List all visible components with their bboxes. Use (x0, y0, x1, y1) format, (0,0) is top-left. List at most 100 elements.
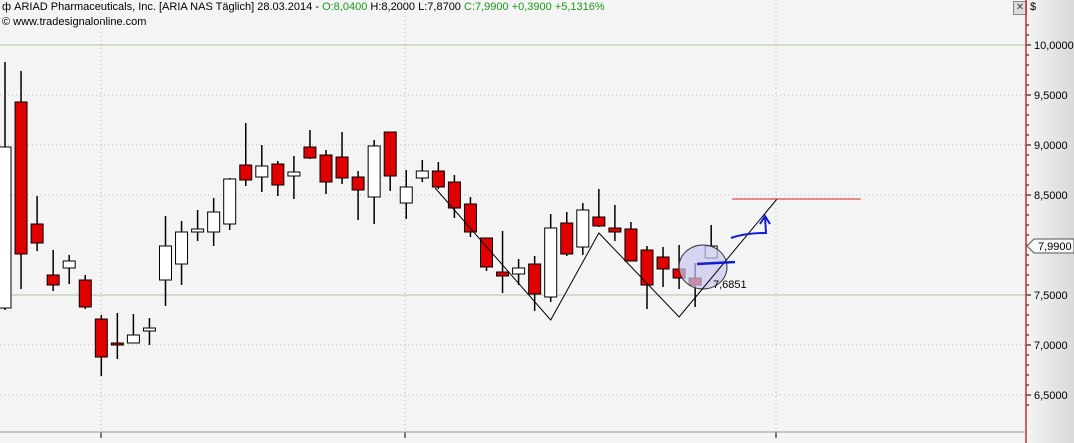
candle (159, 216, 172, 306)
y-tick-label: 9,0000 (1034, 140, 1068, 152)
candle-body-up (399, 186, 413, 204)
zigzag-line (434, 187, 778, 321)
candle (319, 150, 333, 194)
low-value: L:7,8700 (418, 1, 461, 13)
candle-body-down (656, 256, 670, 270)
highlight-circle (678, 244, 728, 290)
candle-body-up (62, 260, 76, 269)
candle (30, 196, 44, 251)
candle-body-up (287, 171, 301, 177)
candle-body-up (175, 231, 189, 265)
candle (14, 71, 28, 289)
candle (142, 318, 156, 345)
candle-body-down (528, 263, 542, 295)
candle-body-down (319, 154, 333, 183)
candle-body-down (78, 279, 92, 308)
candle (335, 132, 349, 184)
candle (431, 162, 445, 189)
candle (271, 161, 285, 196)
candle (640, 246, 654, 309)
y-tick-label: 6,5000 (1034, 390, 1068, 402)
candle (544, 214, 558, 302)
candle (239, 123, 253, 186)
candle (191, 210, 205, 241)
candle (463, 197, 477, 237)
price-axis-background (1027, 0, 1074, 443)
blue-annotation-line (696, 260, 736, 266)
candle-body-up (126, 334, 140, 344)
candle-body-down (608, 227, 622, 233)
candle-body-down (14, 101, 28, 255)
symbol-icon: ф (2, 1, 15, 13)
open-value: O:8,0400 (322, 1, 368, 13)
candle (287, 156, 301, 199)
y-tick-label: 7,0000 (1034, 340, 1068, 352)
candle-body-down (110, 342, 124, 346)
currency-label: $ (1030, 1, 1037, 13)
candle-body-up (415, 170, 429, 179)
candle-body-up (255, 165, 269, 178)
candle (447, 175, 461, 218)
close-change-value: C:7,9900 +0,3900 +5,1316% (464, 1, 605, 13)
source-label: © www.tradesignalonline.com (2, 16, 147, 28)
candle (367, 140, 381, 224)
candle-body-up (512, 267, 526, 275)
candle (78, 275, 92, 309)
candle (608, 205, 622, 241)
candle-body-down (303, 146, 317, 159)
last-price-marker (1026, 238, 1074, 254)
blue-arrow-icon (730, 214, 771, 239)
candle (592, 189, 606, 227)
candle-body-down (624, 228, 638, 262)
candle (0, 62, 12, 310)
candle (62, 255, 76, 284)
candle (383, 131, 397, 191)
candle (94, 315, 108, 376)
candle (624, 222, 638, 262)
instrument-title: ARIAD Pharmaceuticals, Inc. [ARIA NAS Tä… (14, 1, 319, 13)
last-price-label: 7,9900 (1038, 241, 1072, 253)
y-tick-label: 8,5000 (1034, 190, 1068, 202)
candle (175, 221, 189, 285)
candle-body-up (142, 327, 156, 332)
candle-body-up (207, 211, 221, 233)
candle (656, 247, 670, 287)
y-tick-label: 7,5000 (1034, 290, 1068, 302)
candle-body-down (335, 156, 349, 179)
candle (255, 145, 269, 192)
candle-body-down (447, 181, 461, 209)
candle (110, 313, 124, 359)
circle-price-label: 7,6851 (713, 279, 747, 291)
candle-body-down (480, 237, 493, 268)
candle-body-down (383, 131, 397, 177)
candle (303, 130, 317, 159)
candle (480, 237, 493, 271)
candle (576, 203, 590, 255)
high-value: H:8,2000 (370, 1, 416, 13)
candle-body-down (351, 176, 365, 191)
candle-body-up (159, 245, 172, 281)
candle-body-down (30, 223, 44, 244)
candle-body-down (560, 222, 574, 255)
candle-body-down (431, 170, 445, 188)
y-tick-label: 10,0000 (1034, 40, 1074, 52)
candle (399, 170, 413, 219)
candle (351, 171, 365, 220)
candle-body-down (271, 163, 285, 186)
chart-header: ф ARIAD Pharmaceuticals, Inc. [ARIA NAS … (2, 1, 605, 13)
candle-body-down (592, 216, 606, 227)
candle (126, 314, 140, 344)
candle-body-down (496, 271, 510, 277)
candle (415, 160, 429, 182)
candle (46, 250, 60, 291)
candle-body-up (191, 228, 205, 233)
candle (528, 256, 542, 311)
candle-body-down (94, 318, 108, 358)
candle-body-up (544, 227, 558, 298)
candle-body-down (239, 164, 253, 181)
candle-body-down (46, 274, 60, 286)
candle (512, 259, 526, 285)
candle-body-up (0, 146, 12, 309)
candle-body-up (223, 178, 237, 225)
